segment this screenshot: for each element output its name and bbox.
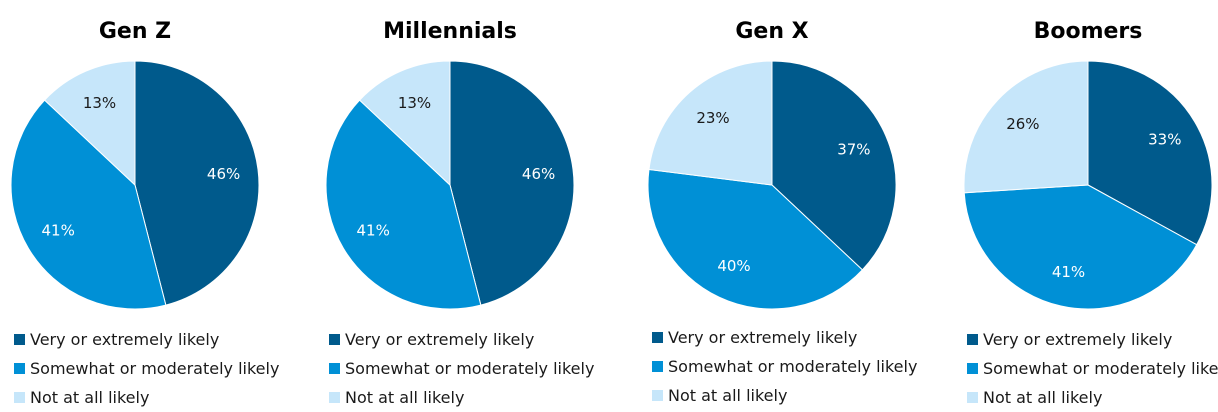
slice-label-gen-z-somewhat-or-moderately-likely: 41% xyxy=(42,221,75,239)
pie-slice-gen-z-very-or-extremely-likely xyxy=(134,60,260,306)
slice-label-gen-z-very-or-extremely-likely: 46% xyxy=(207,165,240,183)
legend-swatch-millennials-somewhat-or-moderately-likely xyxy=(329,363,340,374)
pie-slice-gen-z-not-at-all-likely xyxy=(43,60,136,187)
pie-slice-boomers-somewhat-or-moderately-likely xyxy=(963,184,1198,310)
slice-label-boomers-somewhat-or-moderately-likely: 41% xyxy=(1052,263,1085,281)
legend-swatch-millennials-very-or-extremely-likely xyxy=(329,334,340,345)
legend-swatch-boomers-not-at-all-likely xyxy=(967,392,978,403)
slice-label-boomers-not-at-all-likely: 26% xyxy=(1006,115,1039,133)
legend-swatch-gen-x-very-or-extremely-likely xyxy=(652,332,663,343)
pie-slice-gen-z-somewhat-or-moderately-likely xyxy=(10,99,167,310)
legend-label-gen-z-not-at-all-likely: Not at all likely xyxy=(30,388,149,407)
pie-slice-gen-x-not-at-all-likely xyxy=(648,60,773,186)
slice-label-gen-x-very-or-extremely-likely: 37% xyxy=(837,141,870,159)
slice-label-millennials-very-or-extremely-likely: 46% xyxy=(522,165,555,183)
legend-label-boomers-very-or-extremely-likely: Very or extremely likely xyxy=(983,330,1172,349)
legend-swatch-gen-x-somewhat-or-moderately-likely xyxy=(652,361,663,372)
legend-label-gen-x-not-at-all-likely: Not at all likely xyxy=(668,386,787,405)
legend-label-millennials-not-at-all-likely: Not at all likely xyxy=(345,388,464,407)
legend-swatch-gen-z-somewhat-or-moderately-likely xyxy=(14,363,25,374)
legend-label-gen-z-very-or-extremely-likely: Very or extremely likely xyxy=(30,330,219,349)
legend-swatch-millennials-not-at-all-likely xyxy=(329,392,340,403)
pie-slice-gen-x-somewhat-or-moderately-likely xyxy=(647,168,864,310)
chart-title-boomers: Boomers xyxy=(1034,19,1143,44)
slice-label-gen-z-not-at-all-likely: 13% xyxy=(83,94,116,112)
pie-chart-boomers: Boomers 33% 41% 26% Very or extremely likely… xyxy=(963,19,1218,407)
slice-label-boomers-very-or-extremely-likely: 33% xyxy=(1148,131,1181,149)
pie-chart-millennials: Millennials 46% 41% 13% Very or extremely li… xyxy=(325,19,594,407)
legend-label-millennials-somewhat-or-moderately-likely: Somewhat or moderately likely xyxy=(345,359,594,378)
legend-swatch-boomers-somewhat-or-moderately-likely xyxy=(967,363,978,374)
chart-title-millennials: Millennials xyxy=(383,19,517,44)
legend-label-gen-z-somewhat-or-moderately-likely: Somewhat or moderately likely xyxy=(30,359,279,378)
slice-label-gen-x-somewhat-or-moderately-likely: 40% xyxy=(717,257,750,275)
legend-swatch-gen-z-not-at-all-likely xyxy=(14,392,25,403)
legend-label-gen-x-somewhat-or-moderately-likely: Somewhat or moderately likely xyxy=(668,357,917,376)
pie-slice-boomers-very-or-extremely-likely xyxy=(1087,60,1213,246)
pie-slice-millennials-not-at-all-likely xyxy=(358,60,451,187)
pie-chart-gen-z: Gen Z 46% 41% 13% Very or extremely likely So… xyxy=(10,19,279,407)
legend-swatch-boomers-very-or-extremely-likely xyxy=(967,334,978,345)
chart-title-gen-z: Gen Z xyxy=(99,19,171,44)
pie-chart-gen-x: Gen X 37% 40% 23% Very or extremely likely So… xyxy=(647,19,917,405)
chart-title-gen-x: Gen X xyxy=(735,19,808,44)
slice-label-gen-x-not-at-all-likely: 23% xyxy=(696,109,729,127)
legend-label-boomers-somewhat-or-moderately-likely: Somewhat or moderately likely xyxy=(983,359,1218,378)
pie-slice-gen-x-very-or-extremely-likely xyxy=(771,60,897,271)
legend-label-boomers-not-at-all-likely: Not at all likely xyxy=(983,388,1102,407)
pie-slice-millennials-very-or-extremely-likely xyxy=(449,60,575,306)
legend-label-gen-x-very-or-extremely-likely: Very or extremely likely xyxy=(668,328,857,347)
legend-swatch-gen-x-not-at-all-likely xyxy=(652,390,663,401)
slice-label-millennials-not-at-all-likely: 13% xyxy=(398,94,431,112)
legend-label-millennials-very-or-extremely-likely: Very or extremely likely xyxy=(345,330,534,349)
slice-label-millennials-somewhat-or-moderately-likely: 41% xyxy=(357,221,390,239)
pie-slice-millennials-somewhat-or-moderately-likely xyxy=(325,99,482,310)
pie-slice-boomers-not-at-all-likely xyxy=(963,60,1089,194)
legend-swatch-gen-z-very-or-extremely-likely xyxy=(14,334,25,345)
